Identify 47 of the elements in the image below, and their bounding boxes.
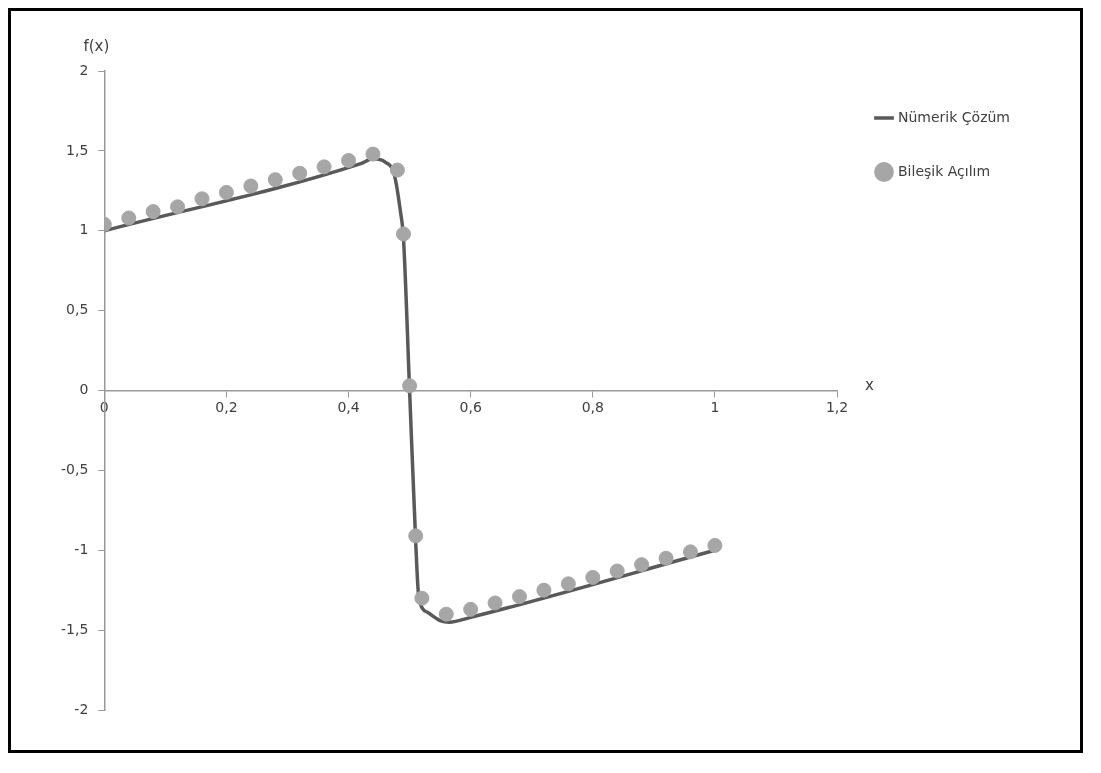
point [707,537,723,553]
point [396,226,411,242]
point [463,601,479,617]
x-tick-label: 0,2 [215,398,238,415]
x-axis-title: x [865,376,874,395]
point [365,146,381,162]
x-tick-label: 0,8 [581,398,604,415]
point [536,582,552,598]
point [389,162,405,178]
point [634,557,650,573]
x-tick-label: 0,6 [459,398,482,415]
y-tick-label: 2 [79,61,89,78]
point [194,191,210,207]
point [145,204,161,220]
point [560,576,576,592]
legend-label: Bileşik Açılım [898,162,991,179]
point [512,589,527,605]
y-tick-label: 1,5 [66,141,89,158]
point [609,563,625,579]
point [121,210,137,226]
x-tick-label: 1,2 [825,398,849,415]
y-tick-label: 0,5 [66,301,89,318]
point [487,595,503,611]
point [243,178,259,194]
point [292,165,308,181]
point [414,590,430,606]
point [682,544,698,560]
y-tick-label: -2 [74,700,89,717]
point [316,159,332,175]
x-tick-label: 1 [710,398,720,415]
point [408,528,424,544]
point [218,184,234,200]
point [267,172,283,188]
point [402,378,418,394]
y-tick-label: -1,5 [60,620,89,637]
point [170,199,186,215]
y-tick-label: 0 [79,381,89,398]
point [438,606,454,622]
y-tick-label: -1 [74,540,89,557]
y-axis-title: f(x) [83,37,110,56]
point [585,569,601,585]
point [341,152,357,168]
legend-label: Nümerik Çözüm [898,108,1010,125]
x-tick-label: 0,4 [337,398,360,415]
point [658,550,674,566]
y-tick-label: -0,5 [60,461,89,478]
y-tick-label: 1 [79,221,89,238]
